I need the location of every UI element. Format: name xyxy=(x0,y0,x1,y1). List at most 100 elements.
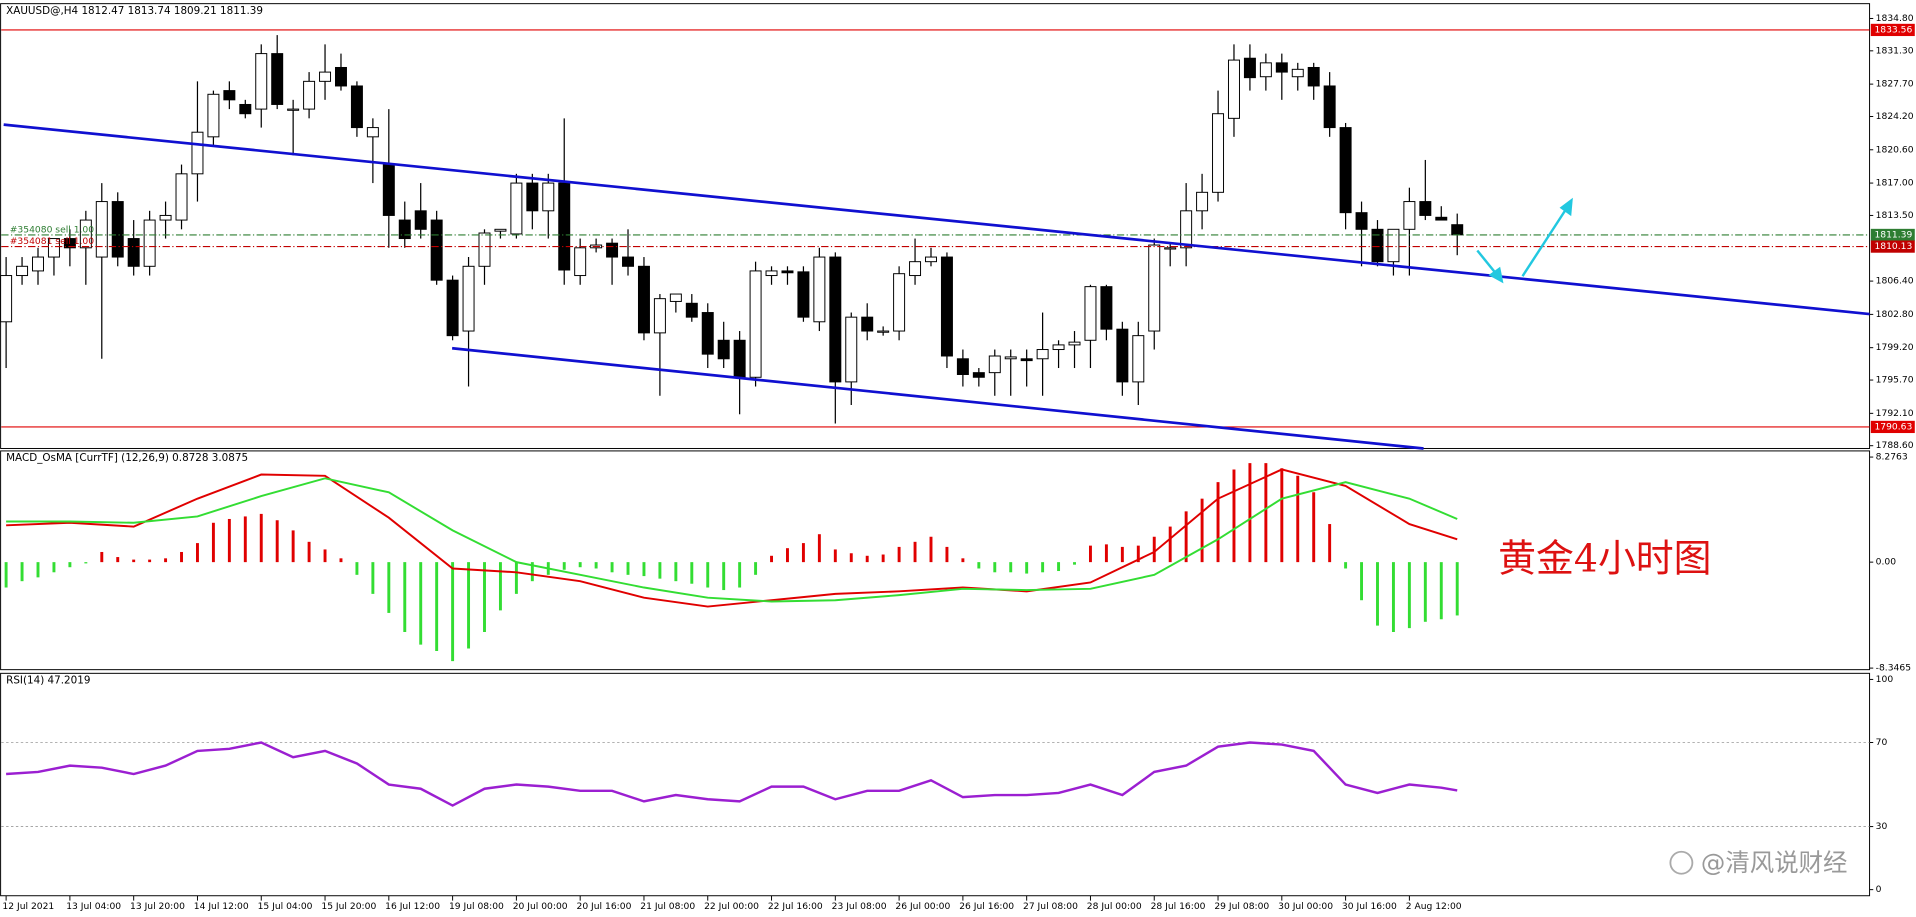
watermark-logo xyxy=(1669,850,1694,875)
candle-body xyxy=(1403,201,1416,230)
candle-body xyxy=(1291,68,1304,78)
candle-body xyxy=(111,201,124,258)
candle-body xyxy=(79,219,92,249)
candle-body xyxy=(1339,127,1352,214)
x-tick-label: 16 Jul 12:00 xyxy=(385,901,440,912)
y-tick-label: 0 xyxy=(1876,884,1882,895)
candle-body xyxy=(239,103,252,115)
x-tick-label: 30 Jul 00:00 xyxy=(1278,901,1333,912)
candle-body xyxy=(191,131,204,175)
trend-line xyxy=(451,346,1424,450)
candle-body xyxy=(430,219,443,281)
y-tick-label: 1792.10 xyxy=(1876,408,1914,419)
watermark: @清风说财经 xyxy=(1701,848,1848,877)
y-tick-label: 8.2763 xyxy=(1876,452,1908,463)
rsi-panel xyxy=(0,672,1871,897)
candle-body xyxy=(494,228,507,232)
logo xyxy=(1669,850,1694,875)
macd-line xyxy=(6,477,1458,603)
y-tick-label: 1827.70 xyxy=(1876,79,1914,90)
candle-body xyxy=(733,339,746,378)
candle-body xyxy=(1052,344,1065,351)
candle-body xyxy=(574,247,587,277)
x-tick-label: 20 Jul 00:00 xyxy=(513,901,568,912)
y-tick-label: 100 xyxy=(1876,674,1894,685)
candle-body xyxy=(1068,341,1081,346)
x-tick-label: 23 Jul 08:00 xyxy=(832,901,887,912)
panel-title: MACD_OsMA [CurrTF] (12,26,9) 0.8728 3.08… xyxy=(6,452,248,464)
price-panel xyxy=(0,3,1871,449)
x-tick-label: 2 Aug 12:00 xyxy=(1406,901,1462,912)
macd-line xyxy=(6,468,1458,608)
y-tick-label: 1813.50 xyxy=(1876,210,1914,221)
candle-body xyxy=(701,312,714,355)
candle-body xyxy=(1323,85,1336,129)
candle-body xyxy=(1148,244,1161,332)
x-tick-label: 20 Jul 16:00 xyxy=(577,901,632,912)
candle-body xyxy=(781,270,794,274)
candle-body xyxy=(1307,66,1320,87)
arrow-up xyxy=(1521,205,1569,277)
candle-body xyxy=(510,182,523,235)
candle-body xyxy=(175,173,188,221)
price-box-label: 1810.13 xyxy=(1874,241,1912,252)
y-tick-label: 1834.80 xyxy=(1876,13,1914,24)
candle-body xyxy=(988,355,1001,374)
arrow-head xyxy=(1559,197,1573,217)
trend-line xyxy=(3,123,1870,316)
candle-body xyxy=(1435,216,1448,221)
candle-body xyxy=(558,182,571,271)
candle-body xyxy=(925,256,937,263)
price-box xyxy=(1870,23,1915,37)
candle-body xyxy=(366,127,379,138)
candle-body xyxy=(1259,62,1272,78)
candle-body xyxy=(1275,62,1288,73)
candle-body xyxy=(303,80,316,110)
x-tick-label: 12 Jul 2021 xyxy=(2,901,54,912)
y-tick-label: 1795.70 xyxy=(1876,375,1914,386)
x-tick-label: 21 Jul 08:00 xyxy=(640,901,695,912)
price-box xyxy=(1870,240,1915,253)
x-tick-label: 22 Jul 16:00 xyxy=(768,901,823,912)
candle-body xyxy=(1004,356,1017,360)
panel-title: RSI(14) 47.2019 xyxy=(6,675,90,687)
candle-body xyxy=(1212,113,1225,193)
candle-body xyxy=(334,66,347,87)
x-tick-label: 28 Jul 16:00 xyxy=(1151,901,1206,912)
candle-body xyxy=(1180,210,1193,249)
candle-body xyxy=(972,372,985,378)
x-tick-label: 13 Jul 20:00 xyxy=(130,901,185,912)
candle-body xyxy=(0,275,13,323)
candle-body xyxy=(1419,201,1432,216)
candle-body xyxy=(462,265,475,332)
x-tick-label: 15 Jul 20:00 xyxy=(321,901,376,912)
candle-body xyxy=(16,265,29,277)
candle-body xyxy=(223,90,236,101)
x-tick-label: 14 Jul 12:00 xyxy=(194,901,249,912)
candle-body xyxy=(47,238,60,258)
y-tick-label: 1802.80 xyxy=(1876,309,1914,320)
candle-body xyxy=(414,210,427,230)
candle-body xyxy=(1387,228,1400,263)
candle-body xyxy=(1036,349,1049,360)
candle-body xyxy=(877,330,890,333)
candle-body xyxy=(749,270,762,378)
y-tick-label: 0.00 xyxy=(1876,557,1897,568)
candle-body xyxy=(940,256,953,357)
candle-body xyxy=(143,219,156,267)
price-box-label: 1790.63 xyxy=(1874,421,1912,432)
candle-body xyxy=(127,238,140,267)
y-tick-label: 30 xyxy=(1876,821,1888,832)
candle-body xyxy=(350,85,363,129)
candle-body xyxy=(1371,228,1384,263)
rsi-line xyxy=(6,741,1458,807)
candle-body xyxy=(271,53,284,105)
candle-body xyxy=(1132,335,1145,383)
x-tick-label: 22 Jul 00:00 xyxy=(704,901,759,912)
candle-body xyxy=(765,270,778,277)
candle-body xyxy=(1451,224,1464,236)
order-label: #354080 sell 1.00 xyxy=(10,225,94,236)
candle-body xyxy=(845,316,858,383)
